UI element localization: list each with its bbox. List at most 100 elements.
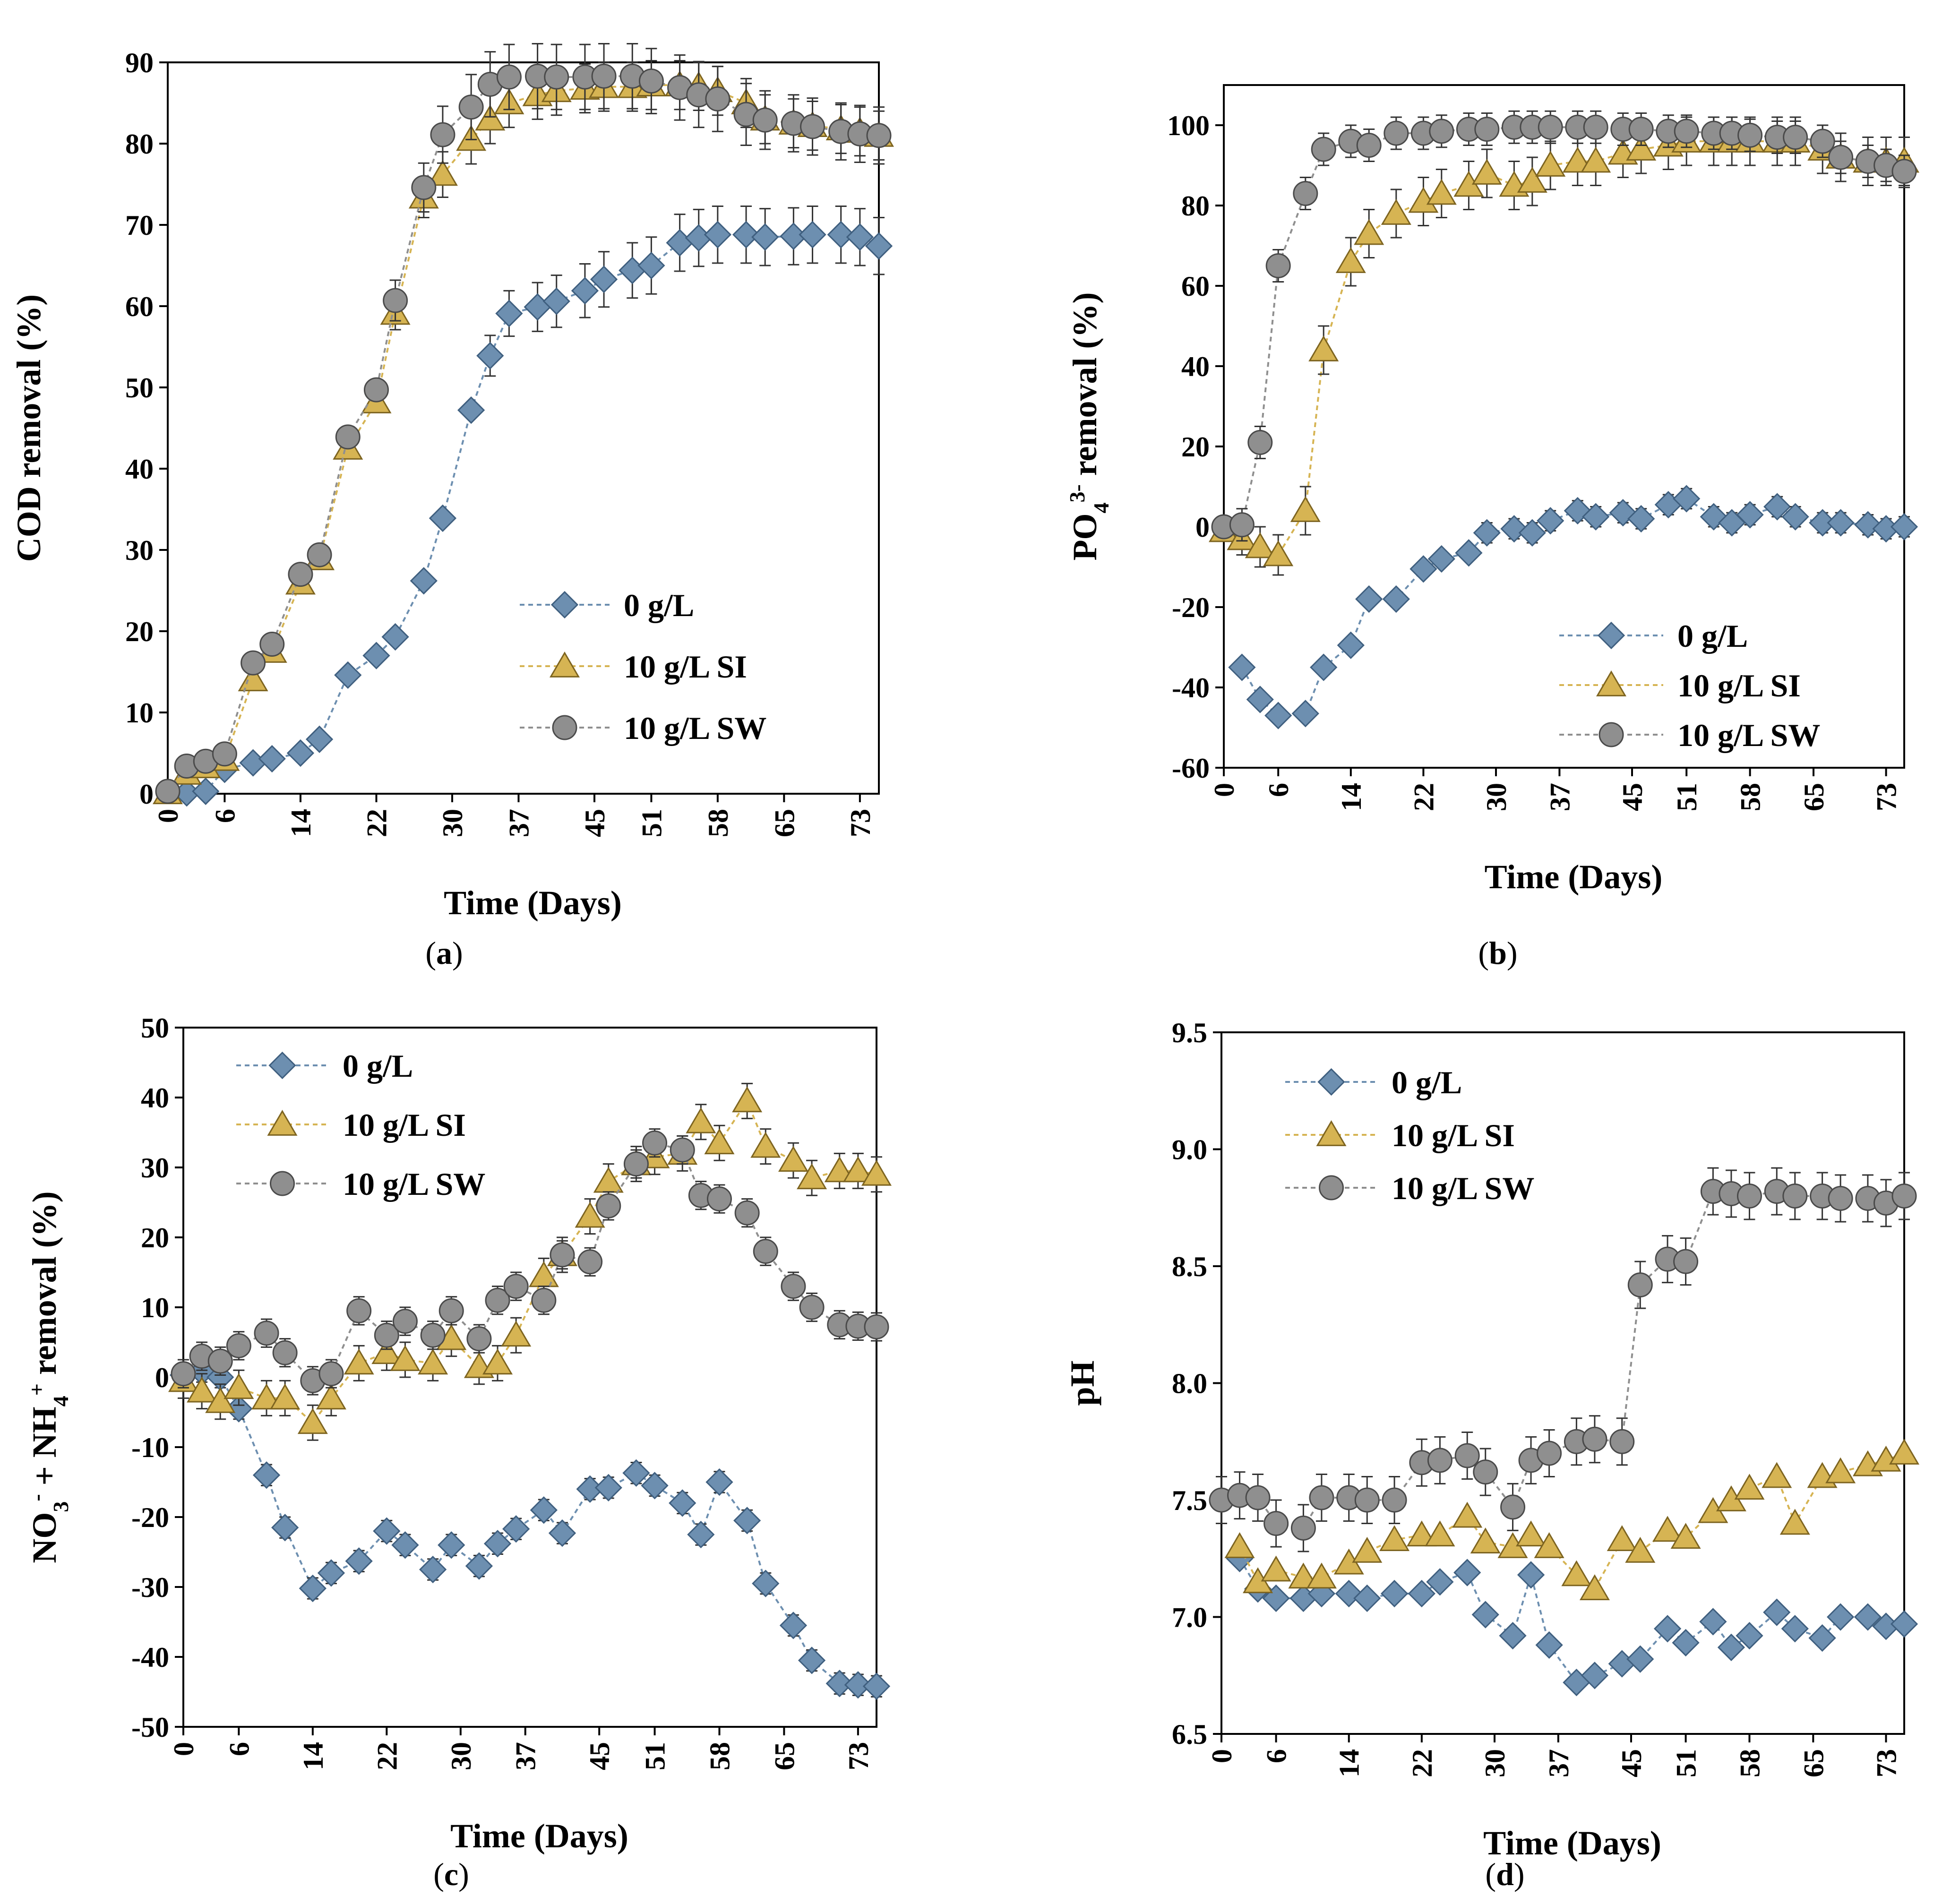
data-point (503, 1274, 529, 1299)
data-point (864, 1314, 889, 1339)
x-tick-label: 0 (168, 1742, 199, 1756)
y-tick-label: -40 (1172, 672, 1210, 703)
data-point (1736, 1621, 1763, 1650)
data-point (669, 1489, 696, 1517)
x-tick-label: 45 (579, 809, 610, 837)
panel-caption: (b) (1478, 935, 1517, 971)
x-tick-label: 58 (1734, 1749, 1765, 1777)
x-tick-label: 65 (1798, 1749, 1829, 1777)
data-point (1627, 505, 1655, 533)
data-point (241, 650, 266, 676)
data-point (1229, 512, 1255, 538)
series-line (167, 84, 879, 794)
x-tick-label: 14 (285, 809, 317, 837)
data-point (1626, 135, 1657, 161)
x-tick-label: 30 (1481, 783, 1512, 811)
data-point (1890, 1610, 1918, 1638)
data-point (362, 642, 390, 669)
legend-entry: 0 g/L (1559, 618, 1748, 654)
data-point (419, 1555, 447, 1584)
data-point (344, 1348, 374, 1375)
data-point (827, 221, 855, 249)
y-tick-label: 10 (141, 1292, 169, 1323)
y-tick-label: 8.5 (1172, 1251, 1207, 1282)
legend-marker (552, 715, 577, 740)
data-point (1228, 653, 1256, 681)
data-point (1516, 1520, 1547, 1547)
data-point (1473, 519, 1501, 547)
legend-label: 10 g/L SW (343, 1166, 485, 1202)
data-point (1224, 1532, 1255, 1558)
data-point (687, 1520, 715, 1549)
x-tick-label: 6 (1261, 1749, 1292, 1763)
data-point (1627, 1272, 1653, 1298)
series-triangle (1224, 1439, 1920, 1600)
x-tick-label: 51 (1671, 1749, 1702, 1777)
data-point (1763, 493, 1791, 521)
x-tick-label: 30 (446, 1742, 477, 1770)
data-point (1263, 540, 1294, 566)
series-line (182, 1141, 877, 1382)
data-point (1518, 519, 1546, 547)
data-point (1653, 1615, 1682, 1643)
legend-entry: 10 g/L SW (236, 1166, 485, 1202)
x-tick-label: 22 (1408, 783, 1439, 811)
data-point (1293, 181, 1318, 206)
data-point (251, 1383, 282, 1410)
data-point (638, 69, 664, 94)
data-point (590, 266, 618, 293)
data-point (1408, 1579, 1435, 1608)
data-point (1311, 137, 1336, 162)
data-point (779, 1612, 808, 1639)
data-point (1379, 1525, 1410, 1552)
data-point (1471, 159, 1502, 185)
legend-entry: 0 g/L (236, 1048, 413, 1084)
data-point (1245, 1485, 1271, 1510)
x-tick-label: 14 (298, 1742, 329, 1770)
chart-panel-a: 0 10 20 30 40 50 60 70 80 90 0 6 14 22 30 37 45 51 58 65 73 T… (10, 43, 894, 971)
data-point (1452, 1501, 1483, 1528)
data-point (619, 257, 646, 284)
data-point (531, 1287, 557, 1313)
data-point (418, 1348, 448, 1375)
data-point (1889, 1439, 1920, 1465)
legend-marker (550, 591, 579, 619)
data-point (465, 1552, 493, 1580)
chart-panel-c: -50 -40 -30 -20 -10 0 10 20 30 40 50 0 6 14 22 30 37 45 51… (25, 1012, 892, 1892)
data-point (1890, 513, 1918, 541)
data-point (258, 745, 286, 773)
data-point (1779, 1509, 1810, 1535)
data-point (1609, 1429, 1635, 1454)
data-point (1763, 1598, 1791, 1626)
data-point (1535, 151, 1566, 177)
data-point (272, 1340, 298, 1365)
data-point (297, 1408, 328, 1434)
legend-entry: 0 g/L (520, 587, 694, 623)
data-point (1891, 1184, 1917, 1209)
data-point (666, 229, 694, 257)
y-tick-label: 0 (155, 1362, 169, 1393)
data-point (799, 221, 826, 249)
x-tick-label: 37 (510, 1742, 541, 1770)
legend-entry: 10 g/L SI (520, 649, 747, 685)
data-point (254, 1321, 279, 1346)
data-point (1537, 1441, 1562, 1466)
data-point (288, 562, 313, 587)
data-point (1854, 1603, 1882, 1631)
data-point (1288, 1562, 1319, 1589)
data-point (1382, 1487, 1407, 1513)
data-point (1265, 253, 1291, 278)
data-point (1429, 119, 1454, 144)
y-axis-title: PO43- removal (%) (1065, 292, 1113, 561)
panel-caption: (d) (1485, 1856, 1524, 1892)
data-point (1354, 219, 1384, 245)
y-tick-label: 20 (125, 616, 154, 647)
data-point (577, 1249, 603, 1275)
data-point (371, 1338, 402, 1364)
series-line (167, 75, 879, 792)
data-point (457, 396, 485, 424)
x-tick-label: 51 (640, 1742, 671, 1770)
data-point (1782, 1184, 1808, 1209)
data-point (751, 223, 779, 251)
data-point (410, 567, 438, 595)
